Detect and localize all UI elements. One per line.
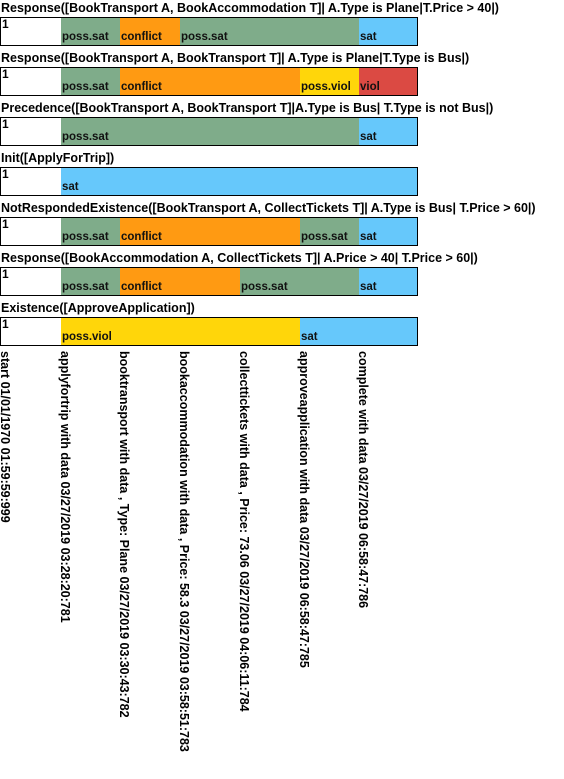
state-segment-poss-viol xyxy=(120,318,180,345)
trace-event-label: booktransport with data , Type: Plane 03… xyxy=(117,351,131,718)
state-label: sat xyxy=(360,131,377,143)
track-index: 1 xyxy=(2,217,9,231)
state-segment-poss-viol: poss.viol xyxy=(300,68,359,95)
track-index: 1 xyxy=(2,317,9,331)
state-segment-none xyxy=(1,68,61,95)
state-segment-poss-sat xyxy=(180,118,240,145)
state-segment-conflict xyxy=(180,218,240,245)
state-label: poss.sat xyxy=(62,31,109,43)
state-segment-conflict xyxy=(240,68,300,95)
state-segment-poss-viol xyxy=(240,318,300,345)
constraint-timeline: sat 1 xyxy=(0,167,418,196)
state-label: sat xyxy=(360,231,377,243)
constraint-timeline: poss.viol sat 1 xyxy=(0,317,418,346)
state-segment-poss-sat: poss.sat xyxy=(61,218,120,245)
trace-event-label: complete with data 03/27/2019 06:58:47:7… xyxy=(356,351,370,609)
state-segment-poss-sat xyxy=(300,268,359,295)
state-segment-sat: sat xyxy=(359,268,417,295)
state-segment-conflict xyxy=(240,218,300,245)
track-index: 1 xyxy=(2,67,9,81)
state-segment-sat xyxy=(359,168,417,195)
constraint-title: Precedence([BookTransport A, BookTranspo… xyxy=(1,101,494,115)
state-segment-poss-sat: poss.sat xyxy=(61,68,120,95)
state-label: viol xyxy=(360,81,380,93)
state-segment-none xyxy=(1,218,61,245)
constraint-title: Init([ApplyForTrip]) xyxy=(1,151,115,165)
state-segment-none xyxy=(1,18,61,45)
state-segment-none xyxy=(1,268,61,295)
state-segment-poss-viol: poss.viol xyxy=(61,318,120,345)
state-segment-sat xyxy=(359,318,417,345)
state-label: poss.sat xyxy=(241,281,288,293)
constraint-title: Response([BookAccommodation A, CollectTi… xyxy=(1,251,478,265)
state-segment-conflict: conflict xyxy=(120,68,180,95)
state-segment-poss-sat xyxy=(300,18,359,45)
state-label: poss.viol xyxy=(301,81,351,93)
trace-event-label: collecttickets with data , Price: 73.06 … xyxy=(237,351,251,712)
constraint-timeline: poss.sat sat 1 xyxy=(0,117,418,146)
state-label: sat xyxy=(360,281,377,293)
state-segment-poss-sat: poss.sat xyxy=(180,18,240,45)
state-label: sat xyxy=(62,181,79,193)
state-segment-viol: viol xyxy=(359,68,417,95)
state-segment-sat: sat xyxy=(300,318,359,345)
state-segment-poss-sat xyxy=(120,118,180,145)
state-segment-poss-viol xyxy=(180,318,240,345)
state-label: conflict xyxy=(121,81,162,93)
state-label: conflict xyxy=(121,31,162,43)
trace-event-label: approveapplication with data 03/27/2019 … xyxy=(297,351,311,668)
state-segment-sat: sat xyxy=(61,168,120,195)
track-index: 1 xyxy=(2,167,9,181)
state-segment-conflict xyxy=(180,68,240,95)
track-index: 1 xyxy=(2,267,9,281)
state-segment-sat xyxy=(300,168,359,195)
state-label: poss.sat xyxy=(62,231,109,243)
trace-event-label: applyfortrip with data 03/27/2019 03:28:… xyxy=(58,351,72,623)
state-segment-poss-sat: poss.sat xyxy=(61,18,120,45)
constraint-timeline: poss.sat conflict poss.sat sat 1 xyxy=(0,17,418,46)
state-segment-conflict: conflict xyxy=(120,18,180,45)
state-segment-sat xyxy=(240,168,300,195)
state-segment-poss-sat xyxy=(240,118,300,145)
track-index: 1 xyxy=(2,117,9,131)
constraint-title: Response([BookTransport A, BookTransport… xyxy=(1,51,470,65)
state-segment-conflict: conflict xyxy=(120,218,180,245)
constraint-title: Response([BookTransport A, BookAccommoda… xyxy=(1,1,499,15)
state-segment-none xyxy=(1,118,61,145)
state-label: poss.sat xyxy=(301,231,348,243)
state-segment-poss-sat: poss.sat xyxy=(240,268,300,295)
state-label: poss.sat xyxy=(181,31,228,43)
constraint-timeline: poss.sat conflict poss.sat sat 1 xyxy=(0,267,418,296)
state-label: poss.sat xyxy=(62,131,109,143)
state-segment-sat: sat xyxy=(359,218,417,245)
state-segment-poss-sat: poss.sat xyxy=(61,268,120,295)
trace-event-label: bookaccommodation with data , Price: 58.… xyxy=(177,351,191,752)
state-segment-conflict xyxy=(180,268,240,295)
state-segment-poss-sat xyxy=(300,118,359,145)
constraint-title: Existence([ApproveApplication]) xyxy=(1,301,195,315)
state-label: sat xyxy=(360,31,377,43)
state-segment-none xyxy=(1,168,61,195)
state-label: conflict xyxy=(121,231,162,243)
state-segment-sat: sat xyxy=(359,118,417,145)
state-label: poss.sat xyxy=(62,81,109,93)
state-label: sat xyxy=(301,331,318,343)
state-label: poss.sat xyxy=(62,281,109,293)
state-segment-poss-sat: poss.sat xyxy=(300,218,359,245)
state-label: conflict xyxy=(121,281,162,293)
state-label: poss.viol xyxy=(62,331,112,343)
state-segment-sat xyxy=(120,168,180,195)
state-segment-none xyxy=(1,318,61,345)
constraint-title: NotRespondedExistence([BookTransport A, … xyxy=(1,201,536,215)
state-segment-conflict: conflict xyxy=(120,268,180,295)
state-segment-poss-sat xyxy=(240,18,300,45)
constraint-timeline: poss.sat conflict poss.viol viol 1 xyxy=(0,67,418,96)
state-segment-sat xyxy=(180,168,240,195)
constraint-timeline: poss.sat conflict poss.sat sat 1 xyxy=(0,217,418,246)
state-segment-sat: sat xyxy=(359,18,417,45)
trace-event-label: start 01/01/1970 01:59:59:999 xyxy=(0,351,12,523)
track-index: 1 xyxy=(2,17,9,31)
state-segment-poss-sat: poss.sat xyxy=(61,118,120,145)
